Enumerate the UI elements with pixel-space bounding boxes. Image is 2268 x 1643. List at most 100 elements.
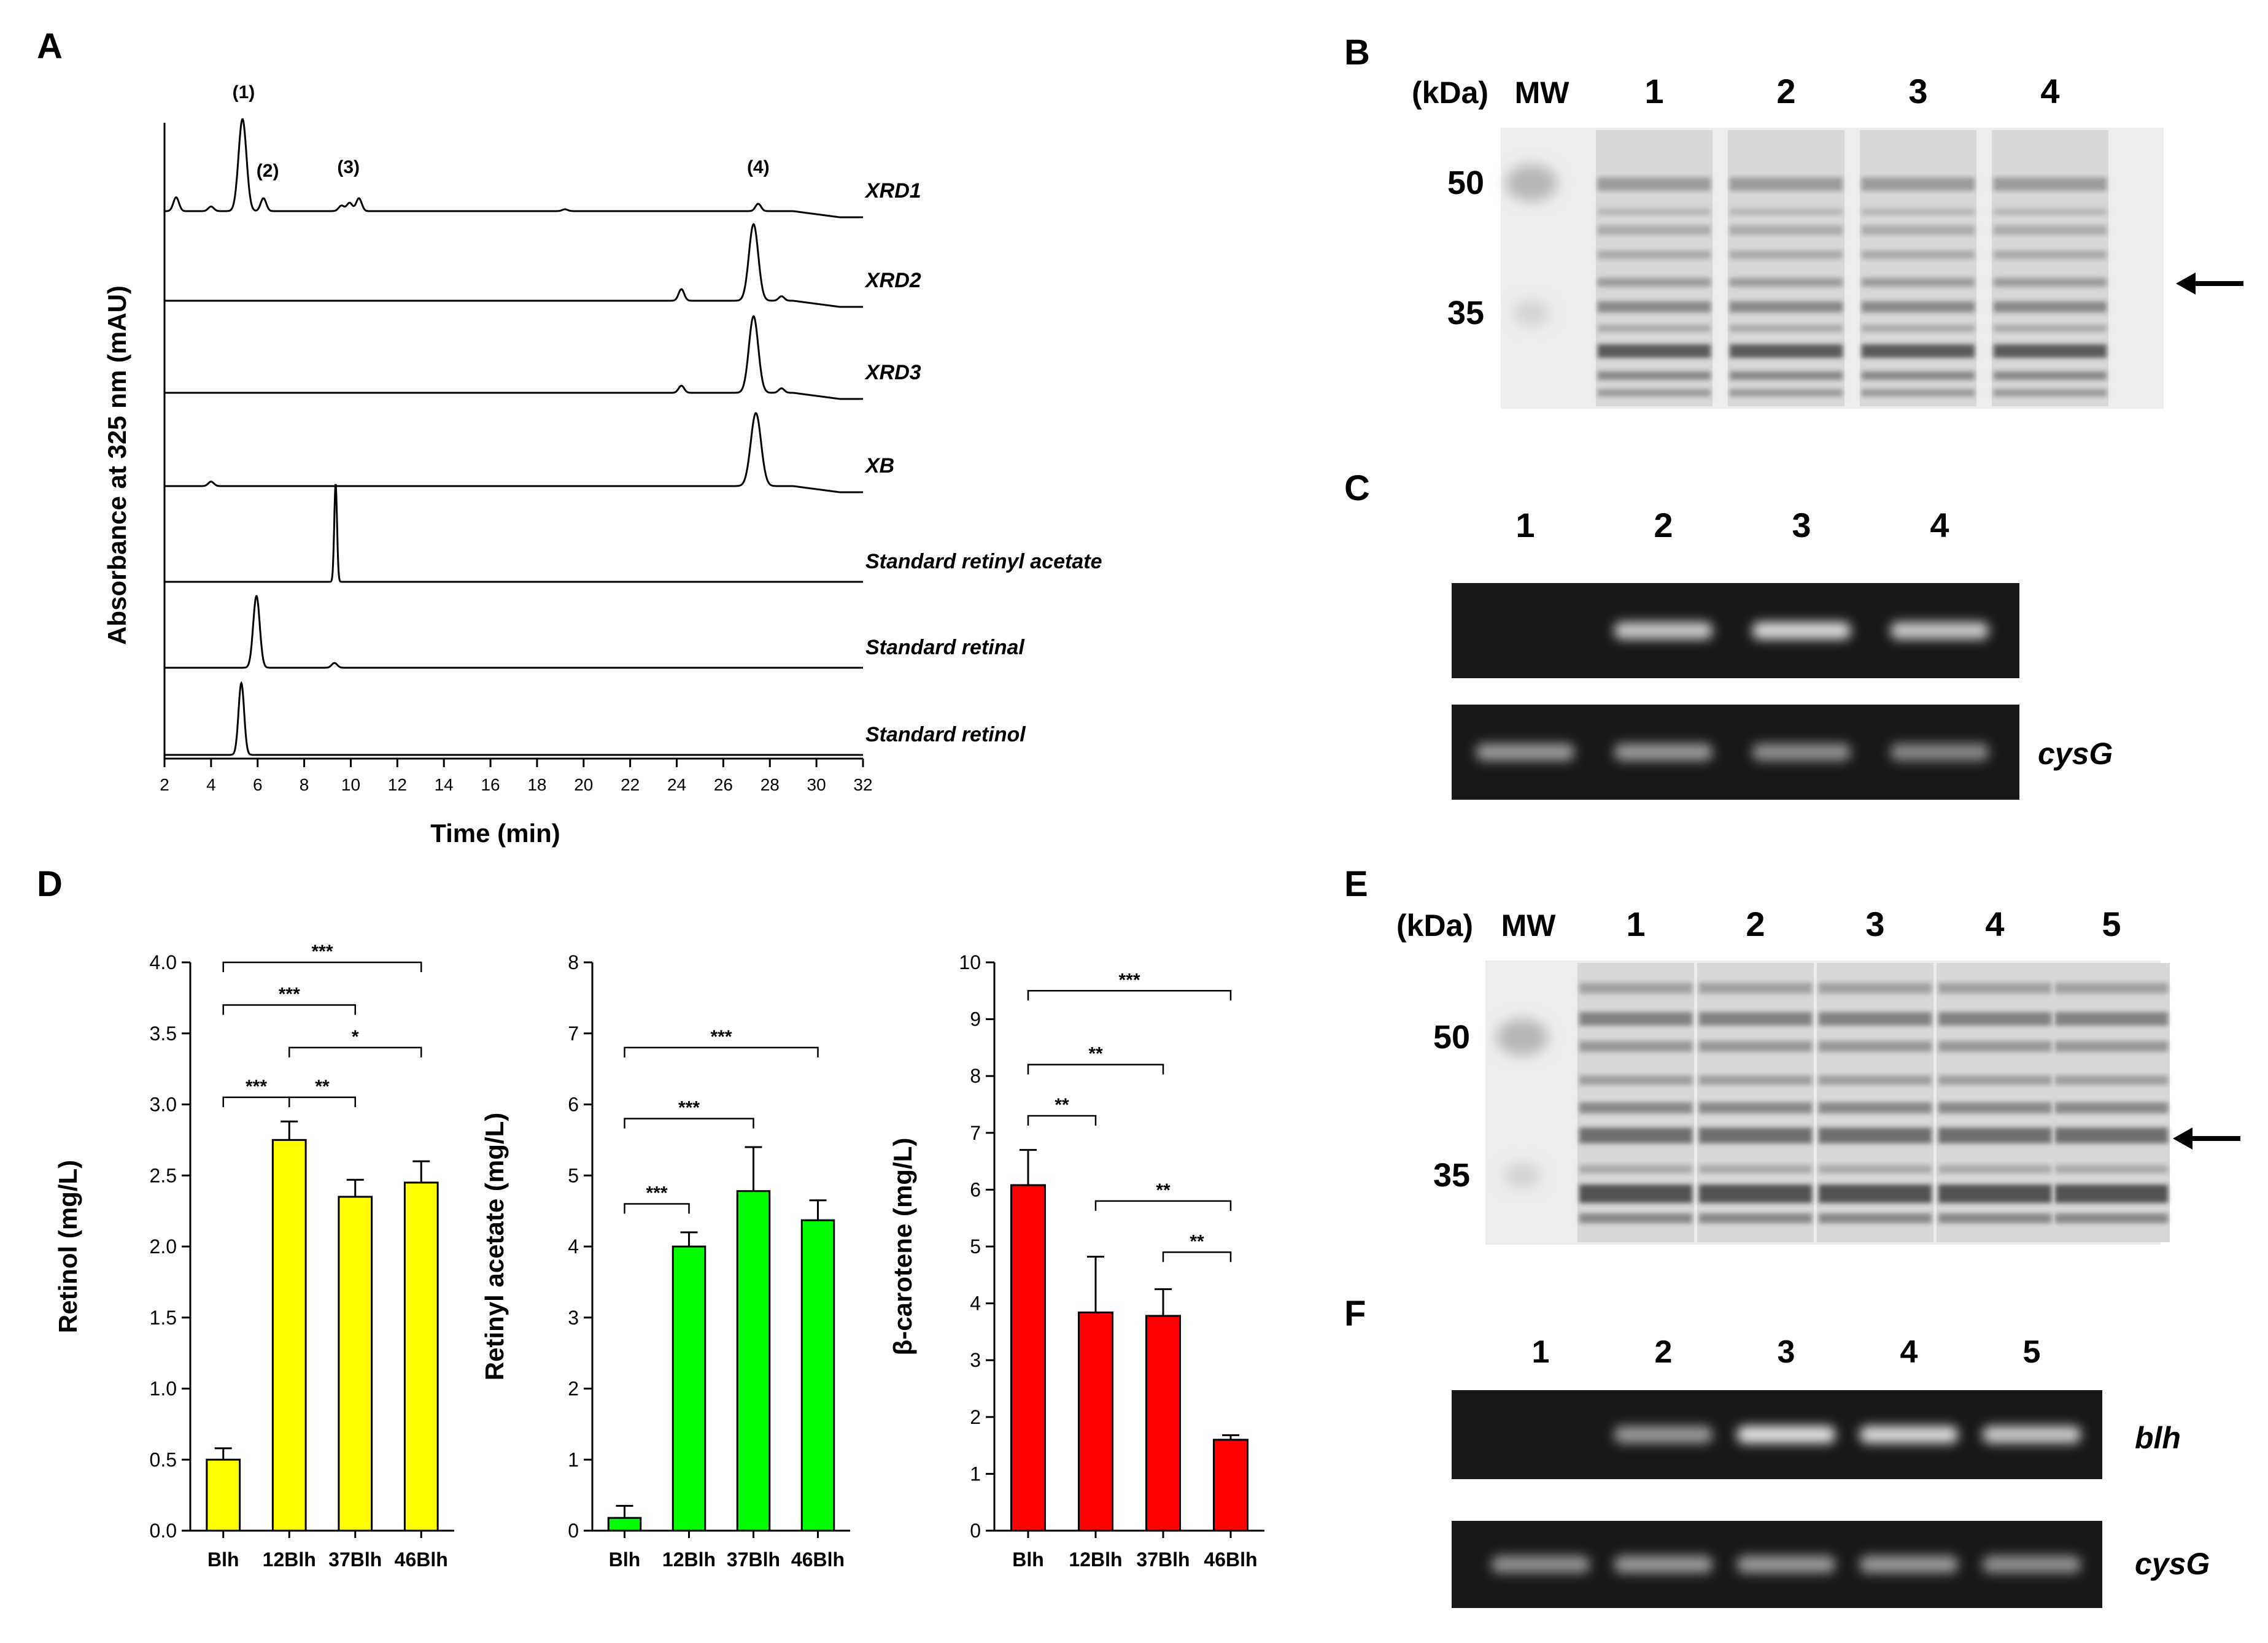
significance-bracket — [624, 1203, 690, 1214]
protein-band — [1819, 1075, 1932, 1085]
y-tick-label: 0.5 — [150, 1448, 177, 1471]
x-tick-label: 18 — [527, 775, 546, 794]
protein-band — [1699, 1012, 1812, 1026]
x-tick-label: 10 — [341, 775, 360, 794]
protein-band — [1579, 1102, 1692, 1113]
lane-label: 2 — [1776, 72, 1795, 110]
marker-label: 50 — [1433, 1019, 1470, 1056]
lane-label: 1 — [1532, 1334, 1550, 1370]
dna-band — [1752, 743, 1851, 761]
y-tick-label: 7 — [970, 1122, 981, 1144]
significance-label: * — [352, 1027, 359, 1047]
protein-band — [1579, 1165, 1692, 1173]
significance-bracket — [222, 961, 422, 972]
protein-band — [1598, 250, 1711, 259]
protein-band — [2055, 1012, 2168, 1026]
gene-label: cysG — [2135, 1547, 2210, 1581]
y-tick-label: 3 — [970, 1349, 981, 1371]
mw-marker-band — [1504, 1162, 1541, 1189]
y-tick-label: 3.0 — [150, 1094, 177, 1116]
panel-letter-e: E — [1344, 864, 1368, 904]
y-tick-label: 9 — [970, 1008, 981, 1030]
protein-band — [1730, 371, 1843, 380]
protein-band — [1862, 301, 1975, 312]
y-tick-label: 5 — [970, 1235, 981, 1258]
x-tick-label: 12Blh — [662, 1548, 716, 1571]
y-tick-label: 4 — [970, 1293, 981, 1315]
protein-band — [1994, 371, 2107, 380]
dna-band — [1614, 622, 1713, 640]
significance-label: *** — [246, 1077, 267, 1097]
bar — [403, 1181, 439, 1532]
bar — [1010, 1184, 1046, 1532]
bar — [607, 1517, 642, 1532]
protein-band — [1730, 225, 1843, 235]
significance-bracket — [624, 1118, 754, 1129]
protein-band — [1598, 344, 1711, 358]
chromatogram-trace — [164, 484, 863, 583]
protein-band — [1819, 1127, 1932, 1143]
significance-bracket — [222, 1096, 290, 1107]
y-tick-label: 2 — [568, 1378, 579, 1400]
protein-band — [1598, 177, 1711, 191]
y-axis-title: β-carotene (mg/L) — [888, 1138, 917, 1356]
significance-bracket — [222, 1004, 356, 1015]
mw-label: MW — [1501, 908, 1557, 943]
lane-label: 2 — [1654, 506, 1673, 544]
x-tick-label: 46Blh — [791, 1548, 845, 1571]
x-axis-title: Time (min) — [430, 819, 560, 848]
x-tick-label: 32 — [853, 775, 872, 794]
bar-chart: 0 1 2 3 4 5 6 7 8 Retinyl acetate (mg/L) Blh 12Blh 3… — [480, 951, 850, 1571]
lane-label: 4 — [1985, 905, 2004, 943]
protein-band — [1938, 1075, 2051, 1085]
x-tick-label: 37Blh — [328, 1548, 382, 1571]
bar — [338, 1196, 373, 1532]
dna-band — [1492, 1556, 1590, 1573]
bar — [736, 1190, 771, 1532]
y-tick-label: 6 — [568, 1094, 579, 1116]
protein-band — [1994, 250, 2107, 259]
y-tick-label: 0.0 — [150, 1520, 177, 1542]
protein-band — [1730, 250, 1843, 259]
y-tick-label: 7 — [568, 1023, 579, 1045]
y-tick-label: 0 — [970, 1520, 981, 1542]
trace-label: XRD2 — [864, 269, 921, 292]
agarose-gel-f: 1 2 3 4 5 blh cysG — [1452, 1334, 2210, 1608]
protein-band — [1598, 301, 1711, 312]
panel-letter-f: F — [1344, 1294, 1366, 1334]
protein-band — [1862, 389, 1975, 396]
mw-marker-band — [1513, 300, 1550, 327]
protein-band — [1994, 177, 2107, 191]
protein-band — [2055, 983, 2168, 994]
dna-band — [1737, 1556, 1835, 1573]
bar-chart-panel: 0.0 0.5 1.0 1.5 2.0 2.5 3.0 3.5 4.0 Retinol (mg/L… — [53, 941, 1264, 1571]
y-axis-title: Retinyl acetate (mg/L) — [480, 1113, 509, 1380]
lane-label: 3 — [1792, 506, 1811, 544]
lane-label: 3 — [1908, 72, 1927, 110]
lane-label: 5 — [2102, 905, 2121, 943]
dna-band — [1860, 1426, 1958, 1444]
bar — [271, 1139, 307, 1532]
x-tick-label: 12 — [388, 775, 407, 794]
significance-label: ** — [1055, 1095, 1069, 1115]
dna-band — [1891, 743, 1989, 761]
bar — [1078, 1311, 1113, 1532]
peak-label: (4) — [747, 157, 770, 177]
protein-band — [1994, 225, 2107, 235]
y-tick-label: 4 — [568, 1235, 579, 1258]
x-tick-label: 8 — [300, 775, 309, 794]
dna-band — [1983, 1426, 2081, 1444]
panel-letter-c: C — [1344, 468, 1370, 508]
y-axis-title: Retinol (mg/L) — [53, 1160, 82, 1333]
arrow-icon — [2173, 1127, 2193, 1150]
bar — [1145, 1315, 1181, 1532]
lane-label: 4 — [1930, 506, 1949, 544]
protein-band — [1862, 177, 1975, 191]
protein-band — [1994, 325, 2107, 332]
bar — [671, 1245, 706, 1532]
chromatogram-trace — [164, 681, 863, 756]
bar — [800, 1219, 835, 1532]
protein-band — [1994, 301, 2107, 312]
y-tick-label: 2.5 — [150, 1164, 177, 1186]
protein-band — [1579, 1127, 1692, 1143]
